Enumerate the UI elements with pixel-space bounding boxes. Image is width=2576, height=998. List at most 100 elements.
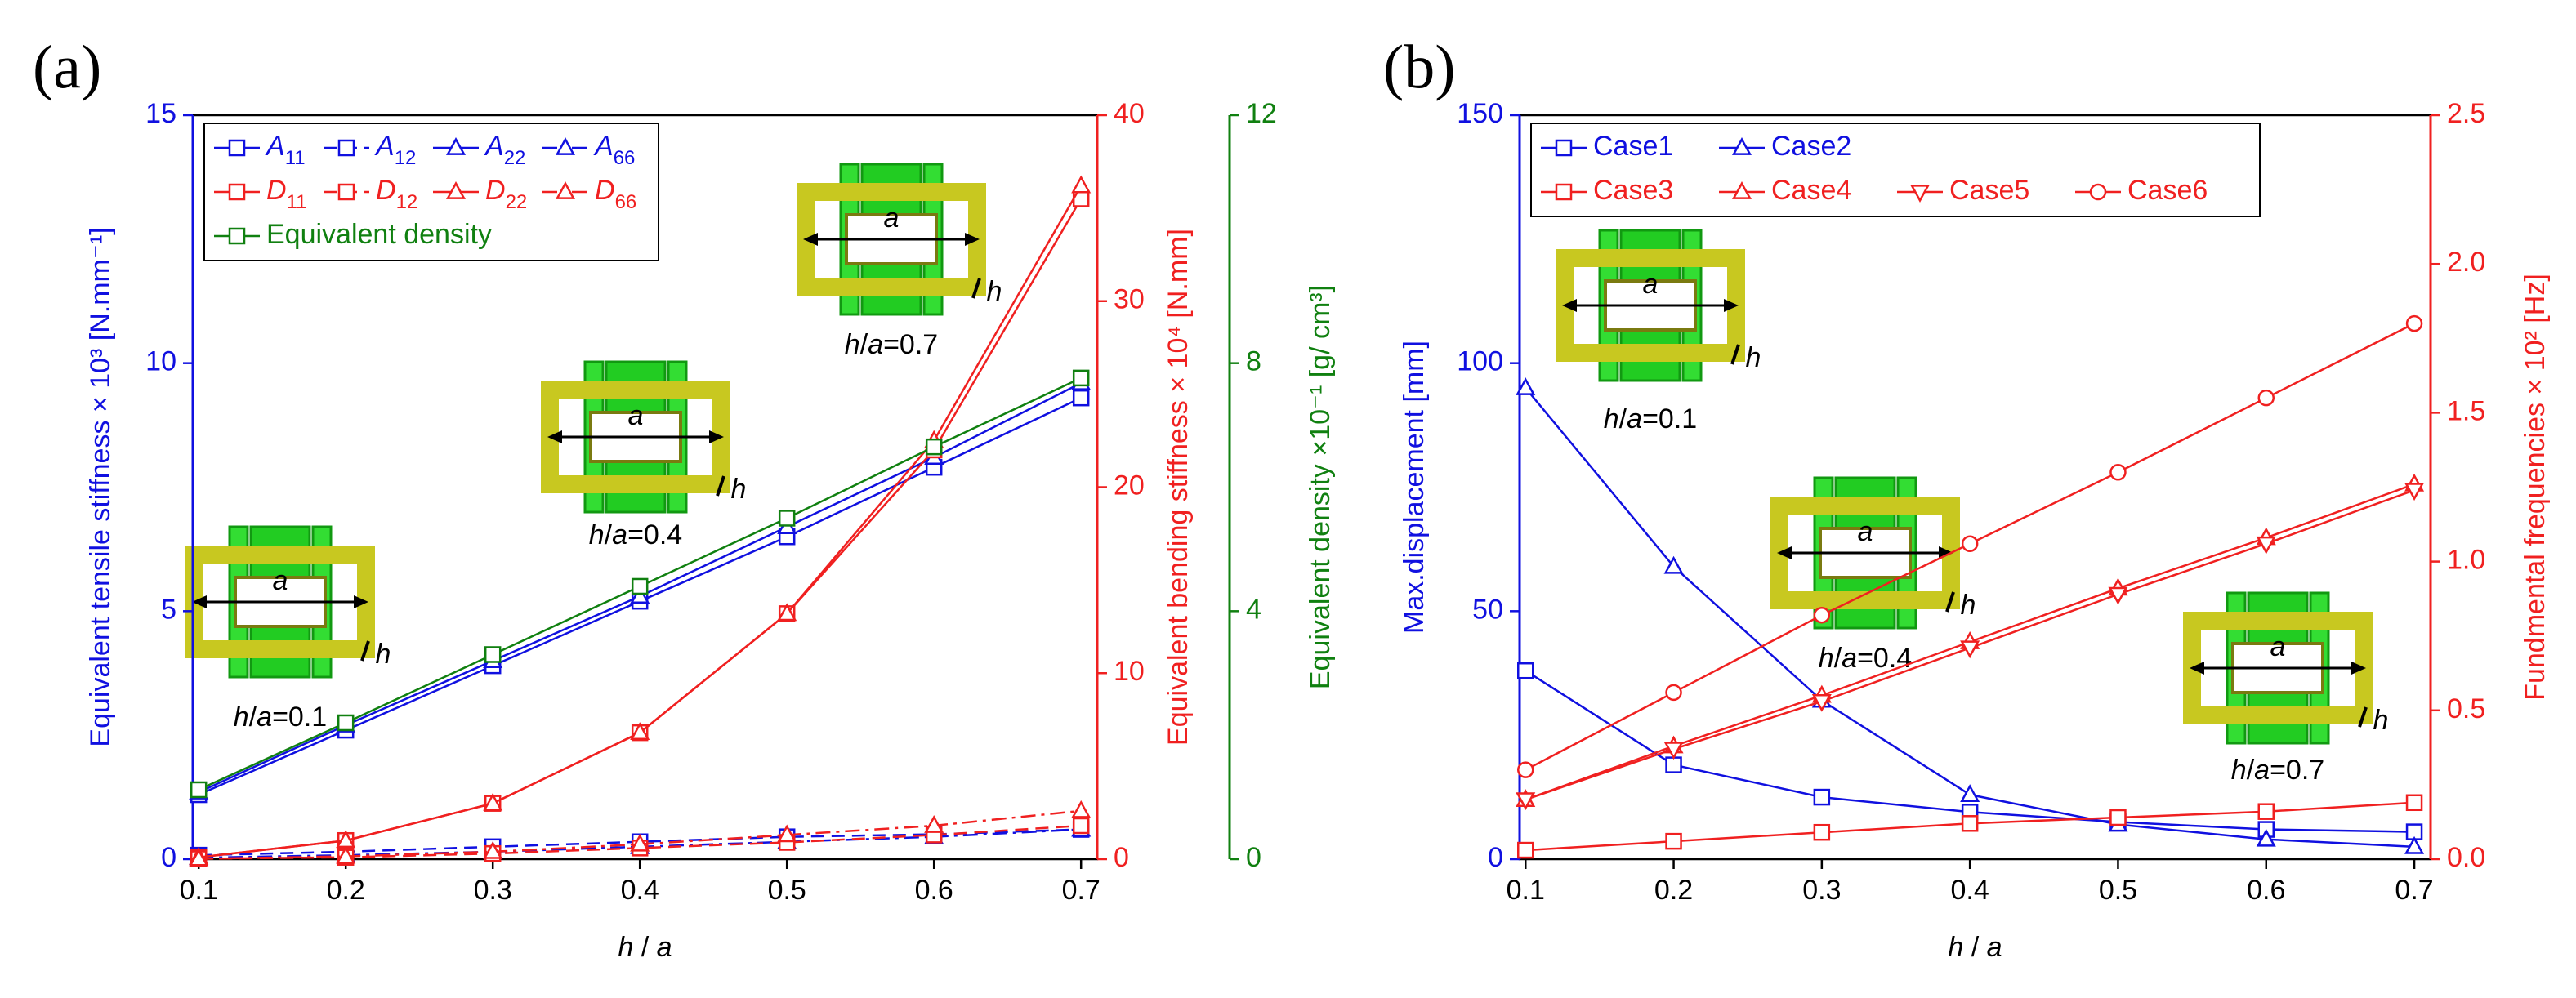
y3-tick-label: 0 [1246,842,1261,873]
inset: ah [541,360,746,514]
marker [1663,742,1684,760]
legend-label: A22 [484,131,525,169]
legend-label: Case4 [1771,175,1851,206]
marker [2404,835,2425,854]
y2-tick-label: 1.0 [2447,545,2485,576]
marker [1516,377,1536,395]
legend-label: Case6 [2127,175,2208,206]
marker [777,824,797,843]
legend-marker [555,137,576,155]
marker [1961,535,1979,552]
x-tick-label: 0.6 [2247,875,2285,906]
legend-label: Case5 [1949,175,2029,206]
annotation: h/a=0.4 [1819,643,1912,674]
legend-label: Case3 [1593,175,1673,206]
marker [2257,803,2275,820]
legend-label: Case1 [1593,131,1673,162]
y3-axis-label: Equivalent density ×10⁻¹ [g/ cm³] [1305,285,1336,689]
marker [1961,815,1979,832]
marker [924,815,944,833]
y-tick-label: 150 [1457,98,1503,129]
annotation: h/a=0.4 [589,519,682,550]
inset-arrowhead [2190,662,2204,675]
legend-marker [1555,139,1573,157]
x-tick-label: 0.1 [1507,875,1545,906]
marker [337,714,355,732]
legend-marker [445,137,467,155]
legend-label: Equivalent density [266,219,492,250]
legend-marker [555,181,576,199]
inset-label: h [1961,590,1976,621]
inset-h-mark [1945,591,1955,613]
marker [1071,175,1092,194]
y2-tick-label: 0.5 [2447,693,2485,724]
annotation: h/a=0.1 [1604,403,1697,434]
marker [1072,817,1090,835]
y-tick-label: 10 [145,346,176,377]
inset-h-mark [716,475,725,497]
y-axis-label: Max.displacement [mm] [1399,341,1430,634]
marker [484,646,502,663]
marker [2109,809,2127,826]
y-tick-label: 0 [1488,842,1503,873]
x-tick-label: 0.7 [1062,875,1100,906]
legend-marker [1909,185,1931,203]
inset-arrowhead [2351,662,2366,675]
panel-label: (a) [33,33,101,101]
plot-frame [1518,114,2432,861]
y-tick-label: 50 [1472,594,1503,625]
inset-label: h [376,639,391,670]
inset-label: h [2373,705,2389,736]
marker [1813,788,1831,806]
annotation: h/a=0.1 [234,702,327,733]
legend-marker [1731,181,1752,199]
y2-tick-label: 2.5 [2447,98,2485,129]
inset-label: a [1858,516,1873,547]
legend-marker [228,227,246,245]
marker [483,792,503,811]
marker [1517,761,1534,778]
marker [1811,693,1832,712]
y-axis-label: Equivalent tensile stiffness × 10³ [N.mm… [85,227,116,746]
x-tick-label: 0.4 [1951,875,1989,906]
x-tick-label: 0.1 [180,875,218,906]
marker [778,510,796,527]
marker [2109,464,2127,481]
marker [1072,389,1090,407]
annotation: h/a=0.7 [845,329,938,360]
x-tick-label: 0.7 [2395,875,2433,906]
marker [2257,389,2275,407]
x-axis-label: h / a [618,932,672,963]
inset-label: a [628,400,644,431]
y-tick-label: 5 [161,594,176,625]
inset-arrowhead [803,233,818,246]
inset: ah [797,163,1002,316]
inset-arrowhead [547,430,562,443]
x-axis-label: h / a [1948,932,2002,963]
legend-box [1530,123,2261,217]
legend-label: D66 [595,175,636,213]
marker [2405,794,2423,812]
y2-tick-label: 0.0 [2447,842,2485,873]
x-tick-label: 0.6 [915,875,953,906]
x-tick-label: 0.2 [327,875,365,906]
inset-h-mark [360,640,370,662]
inset: ah [1556,229,1761,382]
marker [2108,586,2128,605]
x-tick-label: 0.5 [768,875,806,906]
marker [1071,800,1092,818]
y2-tick-label: 40 [1114,98,1145,129]
marker [630,833,650,852]
inset-label: a [273,565,288,596]
y-tick-label: 100 [1457,346,1503,377]
legend-marker [337,139,355,157]
inset-h-mark [2358,706,2368,728]
y2-tick-label: 20 [1114,470,1145,501]
inset-arrowhead [1777,546,1792,559]
inset: ah [2183,591,2389,745]
legend-marker [1731,137,1752,155]
legend-marker [228,139,246,157]
y3-tick-label: 4 [1246,594,1261,625]
inset-arrowhead [1562,299,1577,312]
y2-tick-label: 30 [1114,284,1145,315]
